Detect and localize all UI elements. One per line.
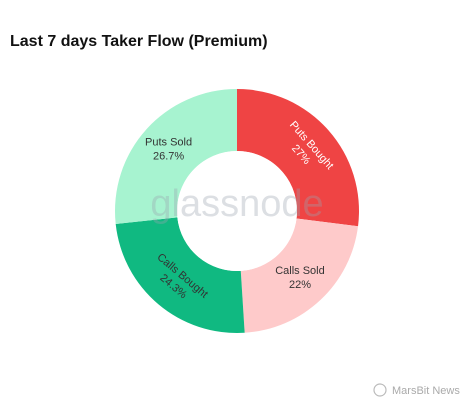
donut-hole (177, 151, 297, 271)
category-label: Puts Sold (145, 136, 192, 148)
value-label: 22% (289, 279, 311, 291)
slice (115, 217, 245, 333)
slice-label: Calls Sold 22% (275, 265, 325, 291)
value-label: 26.7% (153, 150, 184, 162)
slice (237, 89, 359, 227)
slice (115, 89, 237, 225)
category-label: Calls Sold (275, 265, 325, 277)
chart-title: Last 7 days Taker Flow (Premium) (10, 33, 268, 50)
slice (240, 218, 359, 333)
footer-icon (373, 383, 387, 397)
slice-label: Puts Sold 26.7% (145, 136, 192, 162)
watermark: glassnode (150, 183, 323, 225)
footer-text: MarsBit News (392, 385, 460, 397)
